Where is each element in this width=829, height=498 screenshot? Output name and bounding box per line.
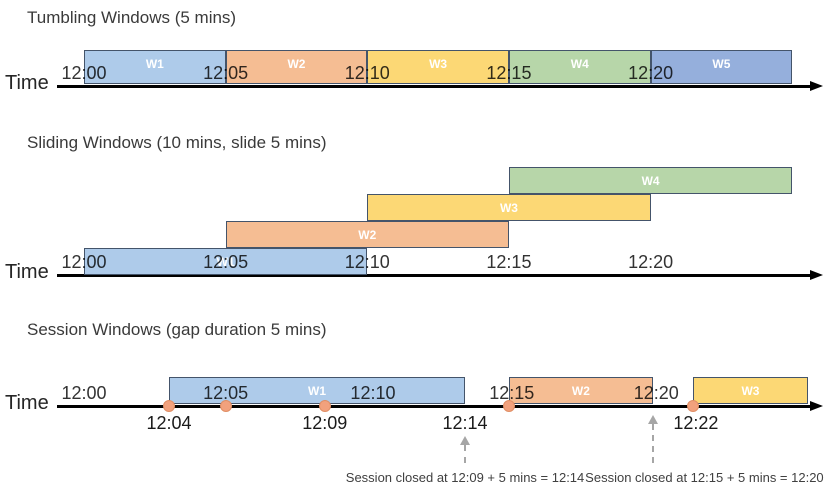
window-box-tumbling-w2: W2 [225,50,368,84]
axis-tick-session-4: 12:20 [633,383,679,403]
axis-tick-session-3: 12:15 [489,383,535,403]
event-time-label-session-3: 12:22 [673,413,719,433]
axis-tick-session-1: 12:05 [203,383,249,403]
window-box-sliding-w1: W1 [84,248,368,275]
window-label-session-w1: W1 [308,383,326,398]
window-box-tumbling-w4: W4 [508,50,651,84]
axis-tick-sliding-4: 12:20 [628,252,674,272]
callout-arrowhead-session-0 [460,436,471,445]
window-box-tumbling-w1: W1 [84,50,226,84]
time-axis-session [57,405,810,408]
window-label-sliding-w4: W4 [641,173,660,188]
axis-tick-sliding-0: 12:00 [61,252,107,272]
time-axis-arrowhead-session [810,401,823,412]
window-box-session-w2: W2 [508,377,653,404]
axis-tick-tumbling-1: 12:05 [203,63,249,83]
callout-text-session-0: Session closed at 12:09 + 5 mins = 12:14 [345,470,585,485]
window-label-tumbling-w1: W1 [145,57,164,71]
event-time-label-session-2: 12:14 [442,413,488,433]
window-label-session-w3: W3 [741,383,760,398]
window-box-session-w3: W3 [693,377,808,404]
window-label-sliding-w3: W3 [499,200,518,215]
callout-arrowhead-session-1 [647,415,658,424]
chart-title-session: Session Windows (gap duration 5 mins) [27,320,327,339]
chart-title-sliding: Sliding Windows (10 mins, slide 5 mins) [27,133,327,152]
time-axis-label-tumbling: Time [5,72,49,94]
event-dot-session-3 [502,400,515,412]
window-box-sliding-w3: W3 [367,194,651,221]
axis-tick-sliding-3: 12:15 [486,252,532,272]
event-time-label-session-0: 12:04 [146,413,192,433]
axis-tick-tumbling-2: 12:10 [344,63,390,83]
window-label-session-w2: W2 [571,383,590,398]
axis-tick-tumbling-0: 12:00 [61,63,107,83]
time-axis-label-session: Time [5,392,49,414]
event-dot-session-2 [318,400,331,412]
event-dot-session-0 [162,400,175,412]
window-label-tumbling-w4: W4 [570,57,589,71]
window-label-sliding-w1: W1 [216,254,235,269]
window-label-sliding-w2: W2 [358,227,377,242]
window-box-tumbling-w5: W5 [650,50,793,84]
time-axis-label-sliding: Time [5,261,49,283]
time-axis-tumbling [57,85,810,88]
window-box-session-w1: W1 [168,377,466,404]
axis-tick-tumbling-3: 12:15 [486,63,532,83]
time-axis-arrowhead-tumbling [810,81,823,92]
callout-arrow-session-1 [651,424,654,463]
time-axis-arrowhead-sliding [810,270,823,281]
event-dot-session-1 [219,400,232,412]
event-dot-session-4 [687,400,700,412]
event-time-label-session-1: 12:09 [302,413,348,433]
window-box-sliding-w4: W4 [508,167,793,194]
axis-tick-sliding-2: 12:10 [344,252,390,272]
window-label-tumbling-w2: W2 [287,57,306,71]
chart-title-tumbling: Tumbling Windows (5 mins) [27,8,237,27]
axis-tick-tumbling-4: 12:20 [628,63,674,83]
callout-text-session-1: Session closed at 12:15 + 5 mins = 12:20 [585,470,824,485]
callout-arrow-session-0 [464,445,467,463]
window-box-tumbling-w3: W3 [367,50,509,84]
axis-tick-session-2: 12:10 [350,383,396,403]
window-label-tumbling-w3: W3 [429,57,448,71]
time-axis-sliding [57,274,810,277]
axis-tick-sliding-1: 12:05 [203,252,249,272]
axis-tick-session-0: 12:00 [61,383,107,403]
window-label-tumbling-w5: W5 [712,57,731,71]
window-box-sliding-w2: W2 [225,221,509,248]
